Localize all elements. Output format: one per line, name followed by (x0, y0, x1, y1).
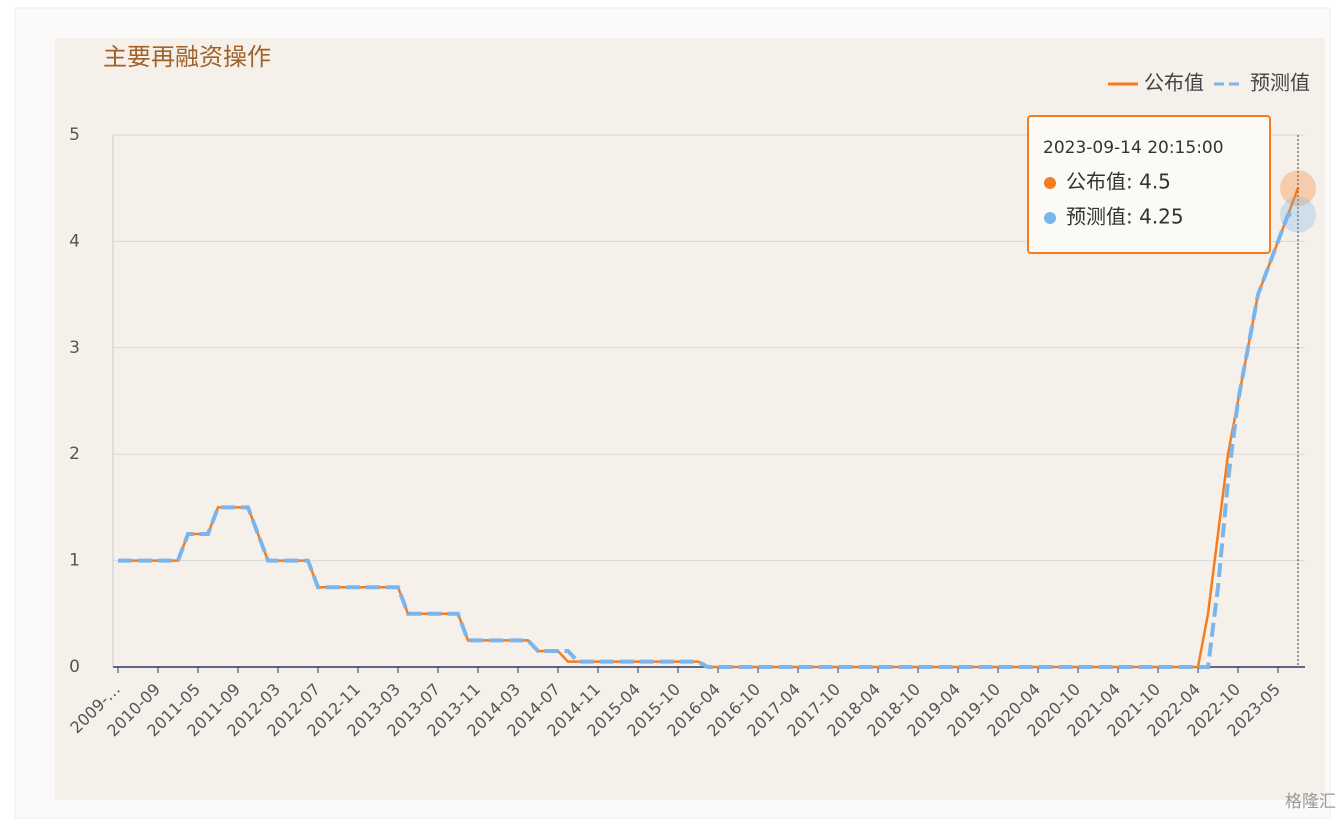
tooltip-box (1027, 115, 1271, 254)
legend-label[interactable]: 预测值 (1250, 71, 1310, 95)
y-tick-label: 4 (69, 231, 80, 251)
tooltip-item: 预测值: 4.25 (1066, 205, 1184, 229)
highlight-point (1280, 170, 1316, 207)
y-tick-label: 1 (69, 551, 80, 571)
highlight-point (1280, 196, 1316, 233)
legend[interactable]: 预测值 公布值 (1108, 71, 1310, 95)
y-tick-label: 2 (69, 444, 80, 464)
tooltip-dot (1044, 177, 1056, 189)
y-tick-label: 3 (69, 338, 80, 358)
tooltip: 2023-09-14 20:15:00 公布值: 4.5 预测值: 4.25 (1027, 115, 1271, 254)
legend-label[interactable]: 公布值 (1144, 71, 1204, 95)
lines (118, 135, 1316, 669)
tooltip-dot (1044, 212, 1056, 224)
y-tick-label: 5 (69, 125, 80, 145)
chart-title: 主要再融资操作 (103, 43, 271, 71)
watermark: 格隆汇 (1285, 792, 1336, 812)
y-tick-label: 0 (69, 657, 80, 677)
tooltip-item: 公布值: 4.5 (1066, 170, 1171, 194)
series-line (118, 212, 1298, 669)
tooltip-title: 2023-09-14 20:15:00 (1043, 138, 1224, 158)
